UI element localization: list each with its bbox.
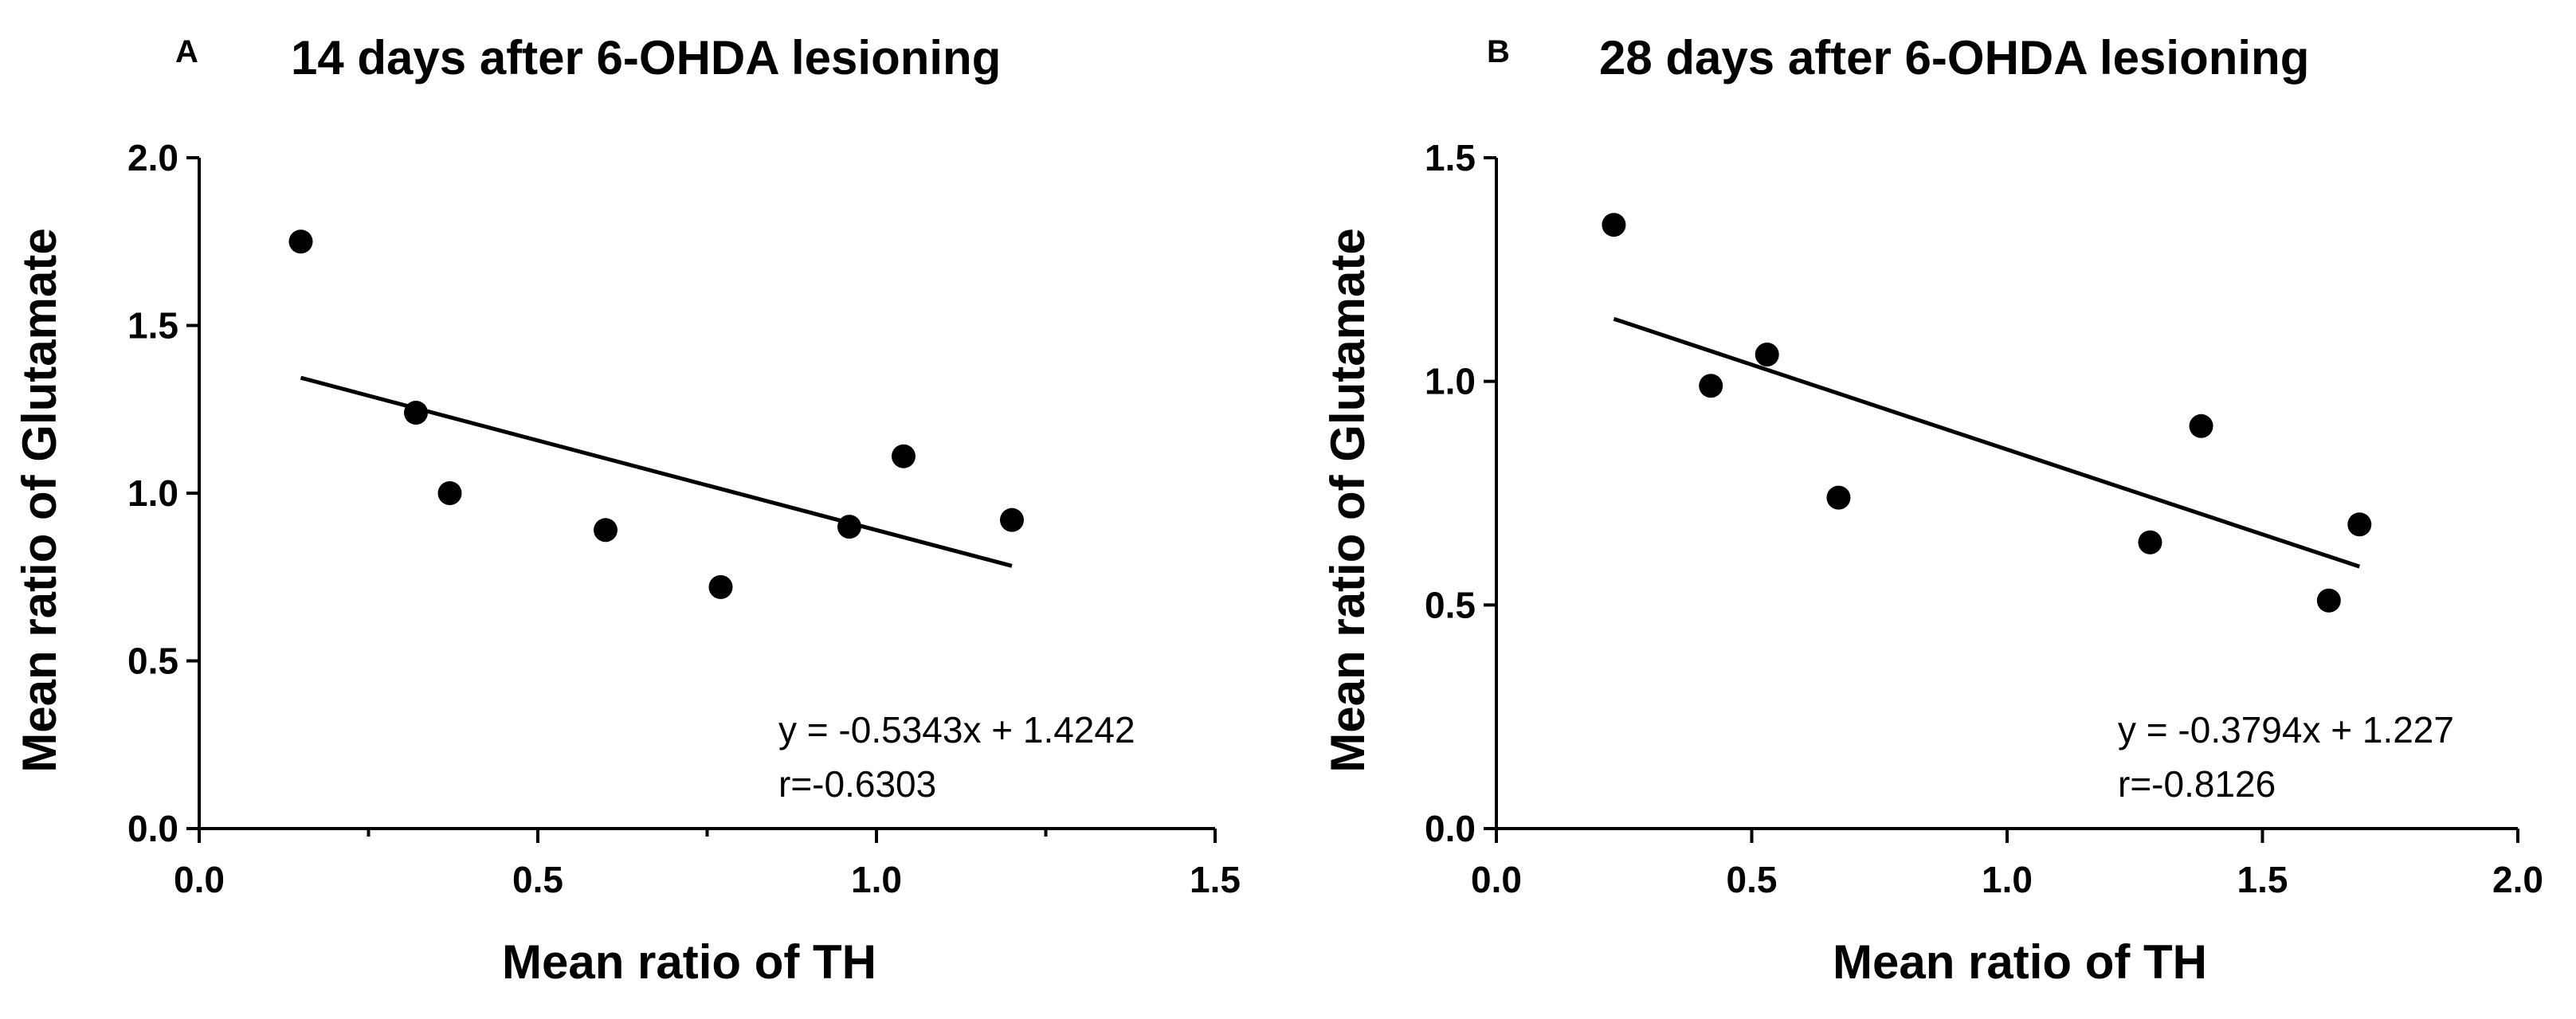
y-tick-label-a: 1.5	[127, 305, 178, 347]
data-point-a	[437, 481, 462, 505]
data-point-b	[2138, 530, 2162, 555]
data-point-b	[2347, 512, 2372, 537]
y-tick-label-a: 1.0	[127, 472, 178, 514]
data-point-b	[1826, 485, 1851, 510]
x-axis-label-a: Mean ratio of TH	[502, 935, 876, 989]
y-tick-label-b: 1.0	[1425, 361, 1476, 402]
data-point-b	[1602, 213, 1626, 237]
data-point-b	[1699, 374, 1723, 398]
x-axis-label-b: Mean ratio of TH	[1833, 935, 2207, 989]
x-tick-label-a: 0.5	[512, 859, 563, 900]
x-tick-label-a: 0.0	[174, 859, 225, 900]
y-tick-label-a: 2.0	[127, 137, 178, 178]
fit-equation-a: y = -0.5343x + 1.4242	[778, 709, 1135, 751]
data-point-b	[1755, 342, 1779, 366]
correlation-r-b: r=-0.8126	[2118, 763, 2276, 805]
panel-letter-b: B	[1487, 34, 1510, 69]
x-tick-label-b: 2.0	[2492, 859, 2543, 900]
data-point-b	[2189, 413, 2213, 438]
regression-line-b	[1613, 316, 2361, 569]
x-tick-label-a: 1.0	[851, 859, 902, 900]
data-point-b	[2316, 588, 2341, 613]
x-tick-label-a: 1.5	[1190, 859, 1241, 900]
y-tick-label-a: 0.0	[127, 808, 178, 849]
panel-letter-a: A	[175, 34, 198, 69]
panel-a: A 14 days after 6-OHDA lesioning Mean ra…	[13, 31, 1241, 989]
chart-title-b: 28 days after 6-OHDA lesioning	[1599, 31, 2309, 84]
panel-b: B 28 days after 6-OHDA lesioning Mean ra…	[1321, 31, 2543, 989]
data-point-a	[594, 518, 618, 543]
data-point-a	[892, 444, 916, 468]
y-axis-label-a: Mean ratio of Glutamate	[13, 228, 66, 772]
y-tick-label-b: 1.5	[1425, 137, 1476, 178]
y-tick-label-b: 0.0	[1425, 808, 1476, 849]
data-point-a	[288, 229, 313, 254]
x-tick-label-b: 1.0	[1982, 859, 2033, 900]
y-tick-label-b: 0.5	[1425, 584, 1476, 625]
data-point-a	[1000, 508, 1024, 532]
x-tick-label-b: 1.5	[2237, 859, 2288, 900]
data-point-a	[837, 515, 861, 539]
fit-equation-b: y = -0.3794x + 1.227	[2118, 709, 2454, 751]
data-point-a	[404, 400, 428, 425]
data-point-a	[708, 574, 733, 599]
x-tick-label-b: 0.0	[1471, 859, 1522, 900]
correlation-r-a: r=-0.6303	[778, 763, 936, 805]
y-axis-label-b: Mean ratio of Glutamate	[1321, 228, 1374, 772]
x-tick-label-b: 0.5	[1727, 859, 1778, 900]
chart-title-a: 14 days after 6-OHDA lesioning	[291, 31, 1001, 84]
y-tick-label-a: 0.5	[127, 641, 178, 682]
